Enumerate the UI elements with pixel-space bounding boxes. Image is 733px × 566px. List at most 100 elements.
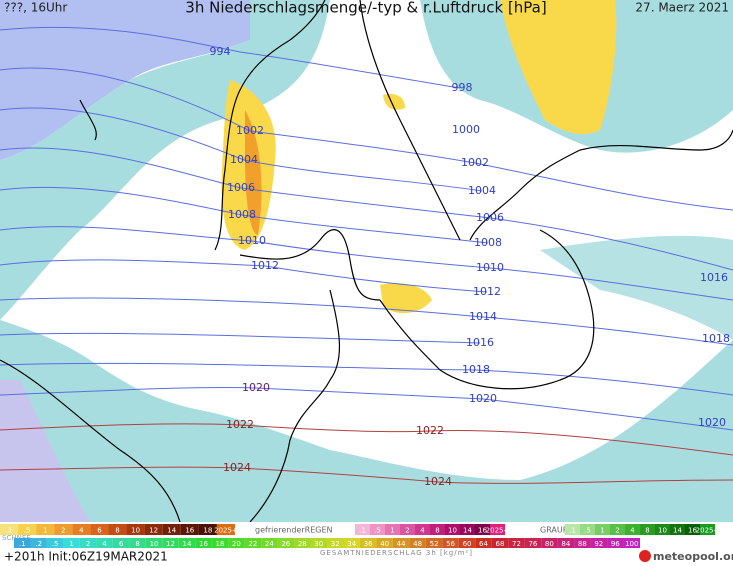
isobar-label: 1018 <box>702 332 730 345</box>
legend-tick-label: 60 <box>463 540 472 548</box>
map-background <box>0 0 733 522</box>
legend-cell <box>327 538 344 548</box>
legend-tick-label: .5 <box>52 540 59 548</box>
legend-tick-label: 16 <box>185 527 194 535</box>
legend-cell <box>63 538 80 548</box>
legend-cell <box>145 538 163 548</box>
legend-tick-label: .5 <box>584 527 591 535</box>
legend-tick-label: .2 <box>35 540 42 548</box>
legend-tick-label: 76 <box>528 540 537 548</box>
legend-cell <box>610 524 625 535</box>
header-left: ???, 16Uhr <box>4 1 67 15</box>
legend-cell <box>590 538 608 548</box>
legend-cell <box>458 538 476 548</box>
legend-tick-label: 64 <box>479 540 488 548</box>
isobar-label: 1008 <box>474 236 502 249</box>
legend-tick-label: 6 <box>119 540 124 548</box>
isobar-label: 1008 <box>228 208 256 221</box>
legend-cell <box>623 538 640 548</box>
isobar-label: 1024 <box>424 475 452 488</box>
legend-cell <box>277 538 295 548</box>
legend-cell <box>376 538 393 548</box>
legend-cell <box>442 538 459 548</box>
legend-tick-label: .1 <box>569 527 576 535</box>
legend-cell <box>14 538 31 548</box>
legend-cell <box>129 538 146 548</box>
legend-cell <box>415 524 430 535</box>
legend-tick-label: .5 <box>24 527 31 535</box>
legend-cell <box>491 538 509 548</box>
labels: ???, 16Uhr 3h Niederschlagsmenge/-typ & … <box>4 0 729 17</box>
legend-cell <box>294 538 311 548</box>
legend-cell <box>261 538 278 548</box>
legend-tick-label: 92 <box>594 540 603 548</box>
legend-tick-label: 26 <box>281 540 290 548</box>
legend-tick-label: 20 <box>232 540 241 548</box>
legend-tick-label: 80 <box>545 540 554 548</box>
legend-tick-label: 12 <box>166 540 175 548</box>
legend-cell <box>445 524 460 535</box>
legend-cell <box>180 524 199 535</box>
legend-tick-label: 10 <box>150 540 159 548</box>
legend-tick-label: 44 <box>397 540 406 548</box>
legend-cell <box>700 524 715 535</box>
legend-cell <box>90 524 109 535</box>
legend-tick-label: 12 <box>149 527 158 535</box>
legend-cell <box>580 524 595 535</box>
legend-tick-label: 88 <box>578 540 587 548</box>
brand-icon <box>639 550 651 562</box>
legend-tick-label: 8 <box>115 527 119 535</box>
legend-tick-label: .1 <box>6 527 13 535</box>
legend-cell <box>310 538 327 548</box>
legend-cell <box>162 524 181 535</box>
legend-tick-label: 6 <box>97 527 102 535</box>
legend-tick-label: 100 <box>625 540 638 548</box>
legend-cell <box>595 524 610 535</box>
legend-cell <box>36 524 55 535</box>
legend-cell <box>355 524 370 535</box>
legend-tick-label: 8 <box>435 527 439 535</box>
legend-tick-label: 52 <box>430 540 439 548</box>
footer-brand: meteopool.org <box>653 550 733 563</box>
legend-tick-label: 2 <box>61 527 65 535</box>
isobar-label: 1024 <box>223 461 251 474</box>
legend-cell <box>126 524 145 535</box>
legend: gefrierenderREGEN GRAUPEL SCHNEE GESAMTN… <box>0 522 733 566</box>
legend-cell <box>144 524 163 535</box>
legend-tick-label: 2 <box>615 527 619 535</box>
legend-cell <box>195 538 212 548</box>
isobar-label: 1016 <box>700 271 728 284</box>
legend-tick-label: 24 <box>265 540 274 548</box>
legend-cell <box>640 524 655 535</box>
legend-cell <box>430 524 445 535</box>
legend-cell <box>108 524 127 535</box>
legend-tick-label: 28 <box>298 540 307 548</box>
legend-cell <box>359 538 377 548</box>
legend-tick-label: .1 <box>359 527 366 535</box>
legend-cell <box>574 538 591 548</box>
legend-tick-label: 4 <box>79 527 84 535</box>
legend-cell <box>557 538 575 548</box>
legend-cell <box>685 524 700 535</box>
legend-cell <box>244 538 262 548</box>
header-title: 3h Niederschlagsmenge/-typ & r.Luftdruck… <box>185 0 546 17</box>
footer-init: +201h Init:06Z19MAR2021 <box>4 550 168 564</box>
isobar-label: 1012 <box>473 285 501 298</box>
legend-tick-label: 2025+ <box>696 527 720 535</box>
graupel-label: GRAUPEL <box>540 526 578 535</box>
isobar-label: 994 <box>210 45 231 58</box>
legend-tick-label: 1 <box>69 540 73 548</box>
isobar-label: 1000 <box>452 123 480 136</box>
legend-tick-label: 10 <box>448 527 457 535</box>
legend-cell <box>655 524 670 535</box>
isobar-label: 1020 <box>698 416 726 429</box>
isobar-label: 1012 <box>251 259 279 272</box>
legend-cell <box>343 538 360 548</box>
legend-tick-label: 8 <box>135 540 139 548</box>
isobar-label: 1004 <box>230 153 258 166</box>
legend-cell <box>392 538 410 548</box>
isobar-label: 1016 <box>466 336 494 349</box>
legend-cell <box>54 524 73 535</box>
legend-cell <box>400 524 415 535</box>
